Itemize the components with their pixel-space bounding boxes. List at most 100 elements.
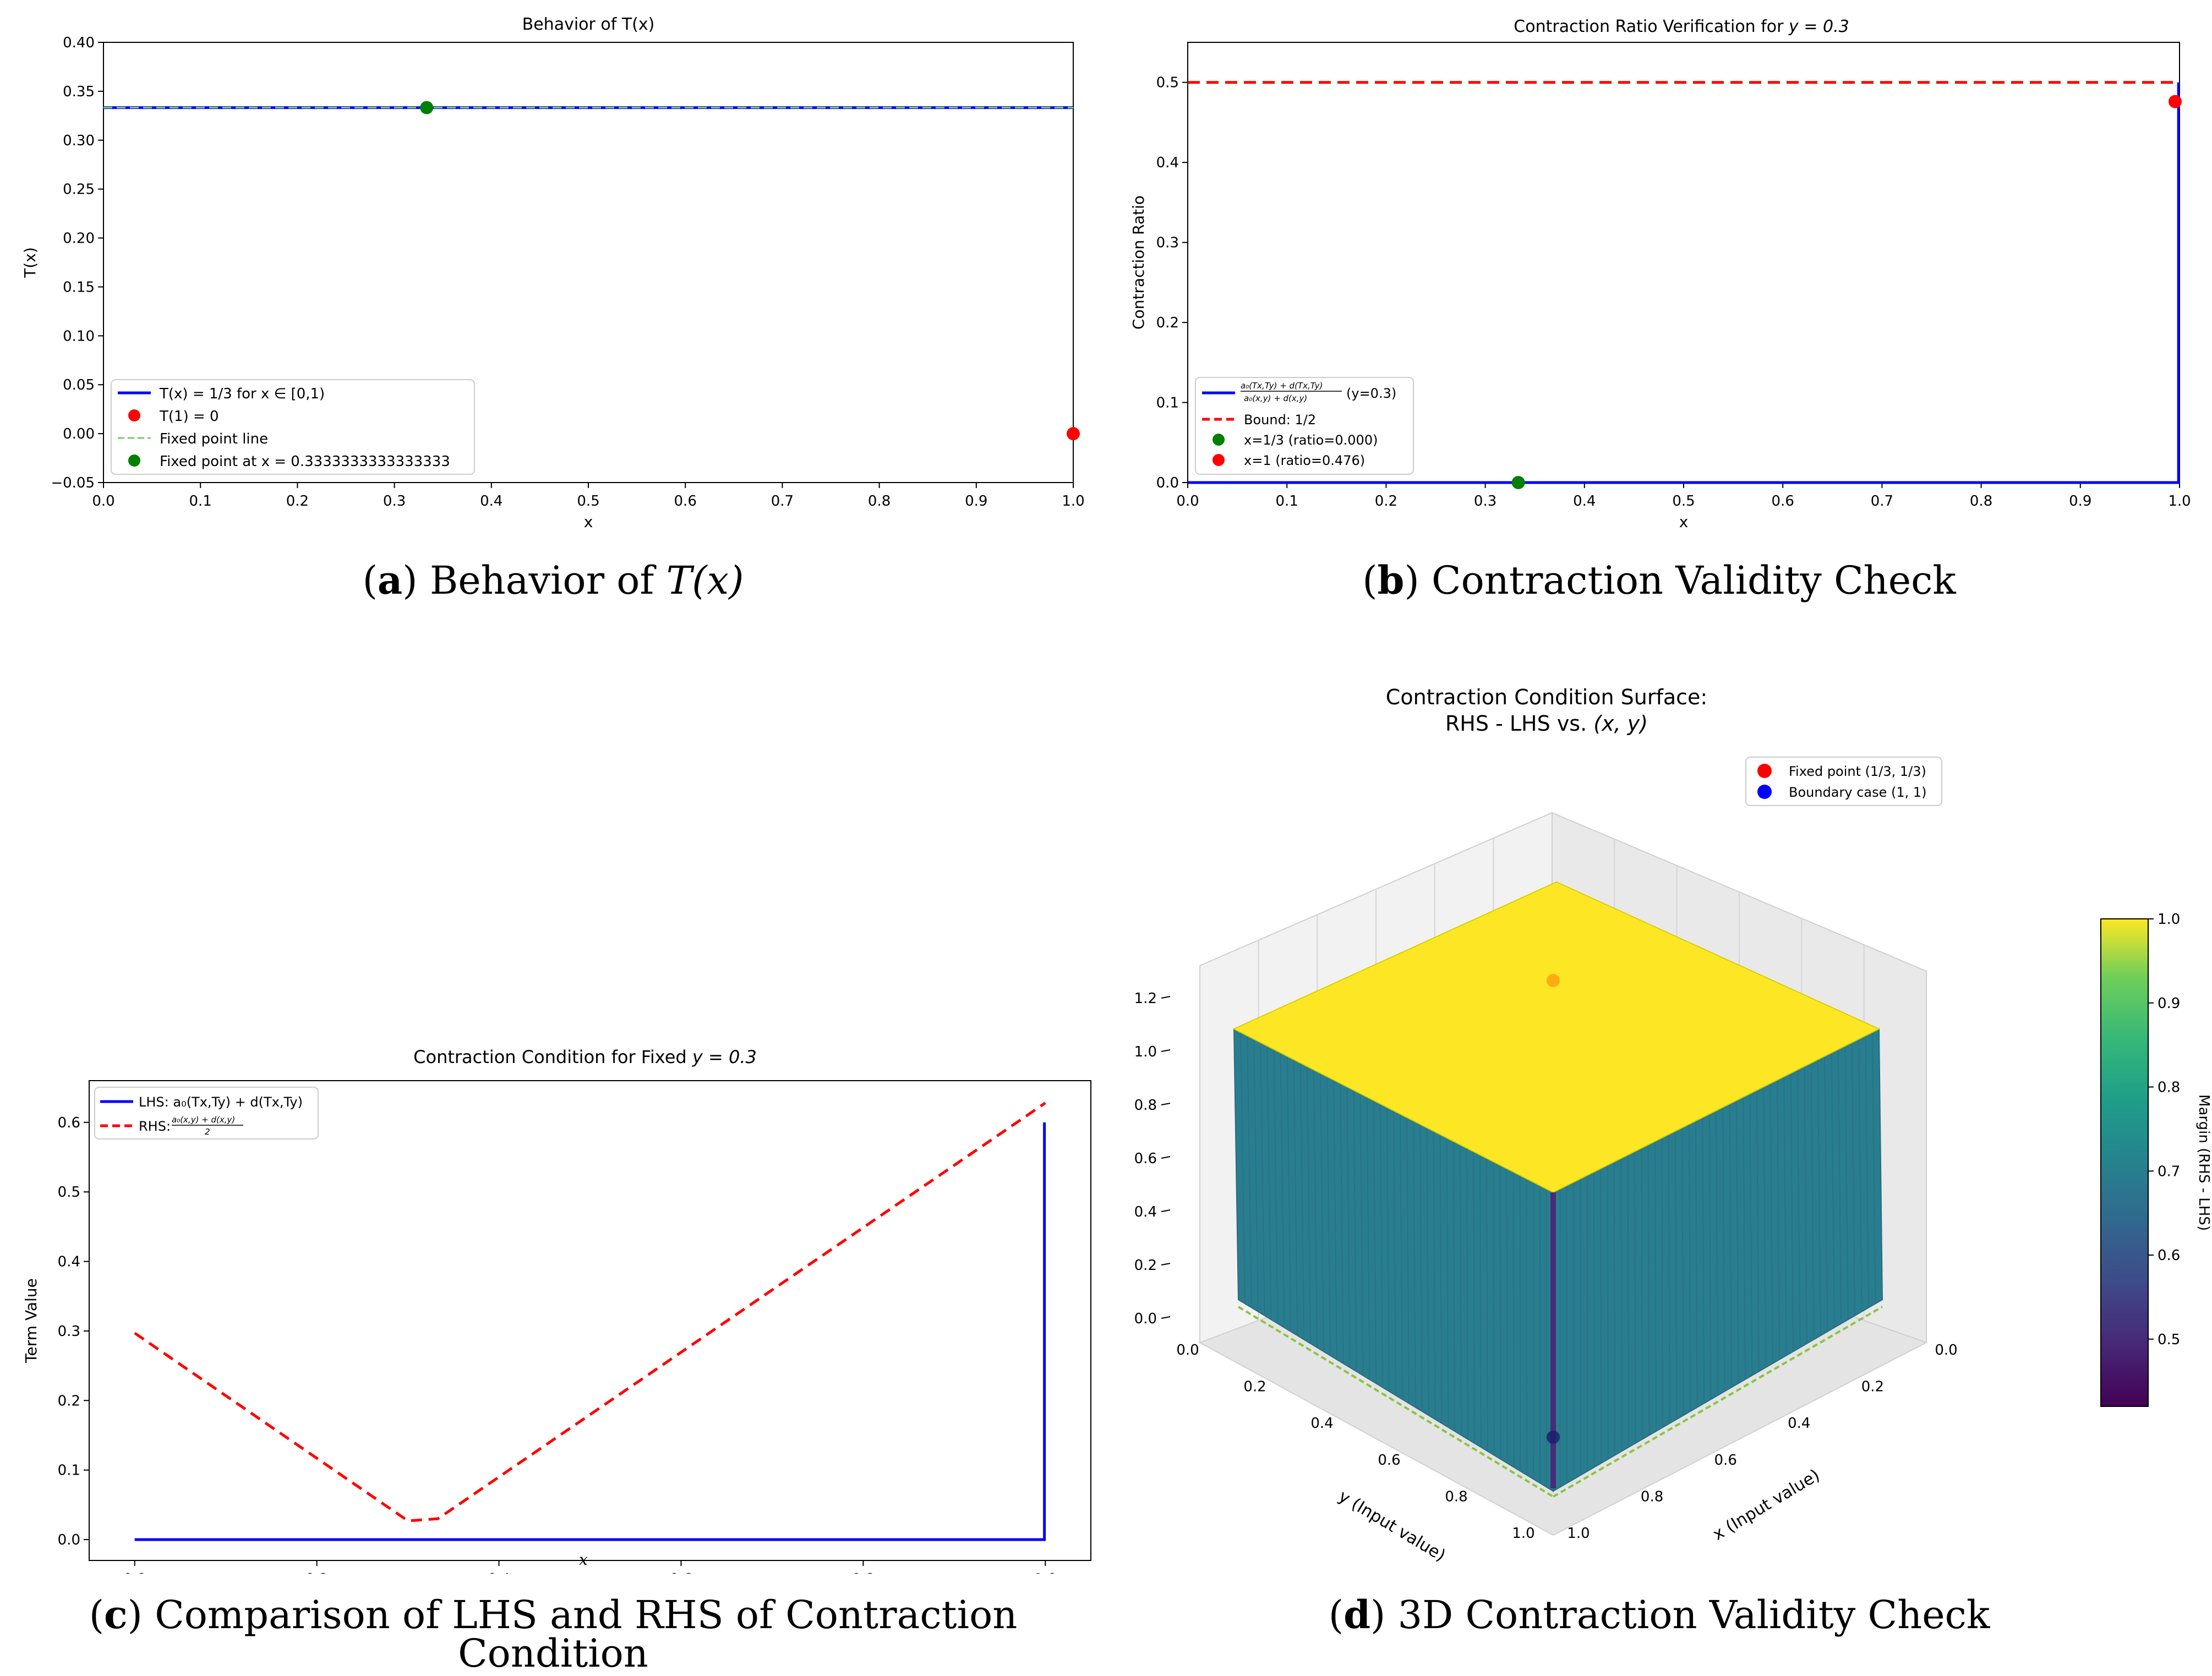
panel-c-ytick-label: 0.5 <box>58 1184 80 1201</box>
panel-d-colorbar-tick-label: 0.7 <box>2158 1163 2180 1180</box>
panel-b-xtick-label: 0.1 <box>1276 493 1298 510</box>
caption-d-text: 3D Contraction Validity Check <box>1398 1592 1990 1637</box>
panel-c-ytick-label: 0.3 <box>58 1323 80 1340</box>
panel-a-xlabel: x <box>584 513 593 531</box>
panel-d-colorbar-label: Margin (RHS - LHS) <box>2195 1094 2212 1231</box>
panel-c-chart: Contraction Condition for Fixed y = 0.3 … <box>0 1034 1106 1574</box>
panel-d-colorbar-ticks: 0.5 0.6 0.7 0.8 0.9 1.0 <box>2148 911 2180 1348</box>
panel-d-colorbar-tick-label: 0.5 <box>2158 1332 2180 1348</box>
legend-swatch-fixed-point <box>1757 764 1772 778</box>
panel-a-fixed-point-marker <box>420 101 433 114</box>
panel-d-ztick-label: 0.6 <box>1134 1151 1157 1167</box>
caption-c-letter: c <box>104 1592 128 1637</box>
panel-b-chart: Contraction Ratio Verification for y = 0… <box>1106 0 2212 550</box>
panel-d-xtick-label: 1.0 <box>1567 1525 1590 1542</box>
panel-d-ytick-label: 0.4 <box>1310 1415 1333 1432</box>
panel-a-ytick-label: 0.35 <box>63 84 95 100</box>
panel-b-title: Contraction Ratio Verification for y = 0… <box>1514 17 1849 36</box>
panel-d-ylabel: y (Input value) <box>1335 1487 1449 1565</box>
panel-b-xtick-label: 0.3 <box>1474 493 1496 510</box>
panel-c-xtick-label: 0.0 <box>123 1571 146 1574</box>
panel-c-y-ticks: 0.00.10.20.30.40.50.6 <box>58 1115 89 1548</box>
panel-d-ztick-mark <box>1161 996 1170 998</box>
panel-a-xtick-label: 0.0 <box>92 493 114 510</box>
panel-a-xtick-label: 0.5 <box>577 493 599 510</box>
mesh-line <box>1580 1179 1581 1475</box>
panel-d-legend: Fixed point (1/3, 1/3) Boundary case (1,… <box>1746 757 1942 806</box>
panel-d-title-line1: Contraction Condition Surface: <box>1386 685 1707 709</box>
panel-b-xtick-label: 0.5 <box>1672 493 1695 510</box>
panel-c-ytick-label: 0.1 <box>58 1463 80 1479</box>
panel-d-colorbar-tick-label: 0.6 <box>2158 1247 2180 1264</box>
panel-a-ytick-label: 0.20 <box>63 231 95 247</box>
mesh-line <box>1520 1175 1521 1471</box>
caption-a-text: Behavior of <box>430 558 654 603</box>
panel-d-ytick-label: 0.6 <box>1378 1452 1400 1469</box>
panel-d-ztick-label: 1.0 <box>1134 1044 1157 1060</box>
panel-b-xtick-label: 0.9 <box>2069 493 2091 510</box>
panel-d-colorbar-tick-label: 0.8 <box>2158 1080 2180 1096</box>
panel-c-xtick-label: 0.2 <box>305 1571 328 1574</box>
panel-c-xtick-label: 0.4 <box>488 1571 510 1574</box>
panel-d-colorbar-tick-label: 0.9 <box>2158 995 2180 1012</box>
panel-b-legend: a₀(Tx,Ty) + d(Tx,Ty) a₀(x,y) + d(x,y) (y… <box>1195 377 1413 474</box>
panel-c-xtick-label: 0.6 <box>670 1571 692 1574</box>
panel-d-xtick-label: 0.2 <box>1861 1379 1884 1395</box>
caption-d-letter: d <box>1343 1592 1370 1637</box>
panel-b-ytick-label: 0.2 <box>1156 315 1179 331</box>
panel-a-xtick-label: 0.3 <box>383 493 406 510</box>
panel-d-ztick-mark <box>1161 1050 1170 1051</box>
panel-a-t1-marker <box>1067 427 1080 440</box>
panel-b-xtick-label: 0.6 <box>1772 493 1794 510</box>
panel-c-ytick-label: 0.4 <box>58 1254 80 1270</box>
panel-a-ytick-label: 0.05 <box>63 377 95 393</box>
panel-a-legend: T(x) = 1/3 for x ∈ [0,1) T(1) = 0 Fixed … <box>111 380 474 474</box>
panel-d-colorbar-tick-label: 1.0 <box>2158 911 2180 928</box>
panel-b-xtick-label: 0.0 <box>1176 493 1199 510</box>
legend-label-t1: T(1) = 0 <box>159 408 219 425</box>
panel-d-ytick-label: 0.0 <box>1176 1342 1199 1359</box>
panel-d-fixed-point-marker <box>1547 974 1560 987</box>
panel-b-green-marker <box>1512 476 1525 489</box>
panel-c-xtick-label: 0.8 <box>852 1571 875 1574</box>
caption-a-math: T(x) <box>667 558 744 603</box>
legend-label-lhs: LHS: a₀(Tx,Ty) + d(Tx,Ty) <box>139 1094 303 1110</box>
panel-c-rhs-line <box>135 1103 1046 1521</box>
caption-b-text: Contraction Validity Check <box>1432 558 1956 603</box>
panel-a-xtick-label: 0.4 <box>480 493 503 510</box>
mesh-line <box>1587 1175 1588 1471</box>
panel-c-legend: LHS: a₀(Tx,Ty) + d(Tx,Ty) RHS: a₀(x,y) +… <box>95 1087 318 1139</box>
panel-b-xtick-label: 0.8 <box>1970 493 1992 510</box>
panel-b-ytick-label: 0.0 <box>1156 475 1179 491</box>
panel-a-xtick-label: 0.1 <box>189 493 212 510</box>
panel-d-colorbar <box>2101 919 2148 1406</box>
panel-c-x-ticks: 0.0 0.2 0.4 0.6 0.8 1.0 <box>123 1560 1057 1574</box>
panel-c-ylabel: Term Value <box>22 1278 40 1363</box>
panel-c-ytick-label: 0.6 <box>58 1115 80 1131</box>
legend-label-ratio-num: a₀(Tx,Ty) + d(Tx,Ty) <box>1241 381 1323 391</box>
panel-b-ytick-label: 0.1 <box>1156 395 1179 412</box>
panel-a-ytick-label: 0.30 <box>63 133 95 149</box>
caption-b: (b) Contraction Validity Check <box>1106 561 2212 600</box>
panel-b-ylabel: Contraction Ratio <box>1129 195 1148 330</box>
legend-label-ratio-den: a₀(x,y) + d(x,y) <box>1244 393 1307 403</box>
caption-c: (c) Comparison of LHS and RHS of Contrac… <box>0 1596 1106 1673</box>
panel-d-ztick-mark <box>1161 1317 1170 1318</box>
panel-d-ytick-label: 0.2 <box>1243 1379 1266 1395</box>
panel-a-xtick-label: 0.8 <box>868 493 891 510</box>
panel-d-ztick-label: 0.8 <box>1134 1097 1157 1114</box>
caption-d: (d) 3D Contraction Validity Check <box>1106 1596 2212 1634</box>
legend-label-rhs-prefix: RHS: <box>139 1119 171 1134</box>
legend-label-fixed-line: Fixed point line <box>160 431 268 447</box>
panel-c-xtick-label: 1.0 <box>1034 1571 1057 1574</box>
panel-b-y-ticks: 0.00.10.20.30.40.5 <box>1156 75 1188 491</box>
legend-label-fixed-point: Fixed point (1/3, 1/3) <box>1789 764 1926 779</box>
panel-d-xtick-label: 0.8 <box>1641 1488 1663 1505</box>
panel-d-ytick-label: 1.0 <box>1512 1525 1534 1542</box>
panel-d-boundary-marker <box>1547 1431 1560 1444</box>
panel-d-ztick-mark <box>1161 1210 1170 1212</box>
legend-swatch-red <box>1212 454 1225 466</box>
legend-label-ratio-suffix: (y=0.3) <box>1346 386 1396 401</box>
